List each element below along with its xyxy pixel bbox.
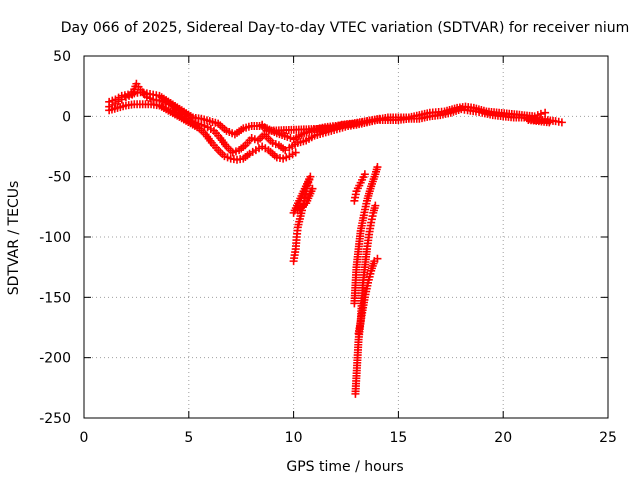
data-point	[541, 108, 550, 117]
plot-frame	[83, 55, 609, 419]
y-tick-label: 50	[53, 49, 71, 65]
data-point	[371, 201, 380, 210]
data-point	[373, 254, 382, 263]
x-tick-label: 10	[285, 430, 303, 446]
data-point	[557, 118, 566, 127]
x-axis-label: GPS time / hours	[286, 459, 403, 475]
data-point	[536, 109, 545, 118]
y-axis-label: SDTVAR / TECUs	[6, 181, 22, 296]
data-point	[545, 118, 554, 127]
grid-lines	[84, 56, 608, 418]
y-tick-label: -150	[39, 290, 71, 306]
data-series	[351, 201, 380, 398]
y-tick-label: -250	[39, 411, 71, 427]
data-series	[350, 163, 382, 308]
data-point	[373, 163, 382, 172]
data-point	[375, 114, 384, 123]
data-series	[289, 172, 317, 266]
data-point	[360, 170, 369, 179]
data-series	[258, 114, 384, 135]
data-point	[291, 148, 300, 157]
data-series	[105, 100, 554, 164]
x-tick-label: 15	[389, 430, 407, 446]
data-point	[308, 184, 317, 193]
x-tick-label: 0	[80, 430, 89, 446]
data-points	[105, 79, 566, 398]
x-tick-label: 25	[599, 430, 617, 446]
x-tick-label: 20	[494, 430, 512, 446]
y-tick-label: 0	[62, 109, 71, 125]
data-point	[289, 208, 298, 217]
x-tick-label: 5	[184, 430, 193, 446]
y-tick-label: -100	[39, 230, 71, 246]
chart-title: Day 066 of 2025, Sidereal Day-to-day VTE…	[61, 20, 630, 36]
data-point	[281, 146, 290, 155]
axis-ticks: 0 5 10 15 20 25 -250 -200 -150 -100 -50 0 50	[39, 49, 617, 446]
y-tick-label: -200	[39, 351, 71, 367]
data-series	[350, 170, 382, 338]
y-tick-label: -50	[48, 170, 71, 186]
